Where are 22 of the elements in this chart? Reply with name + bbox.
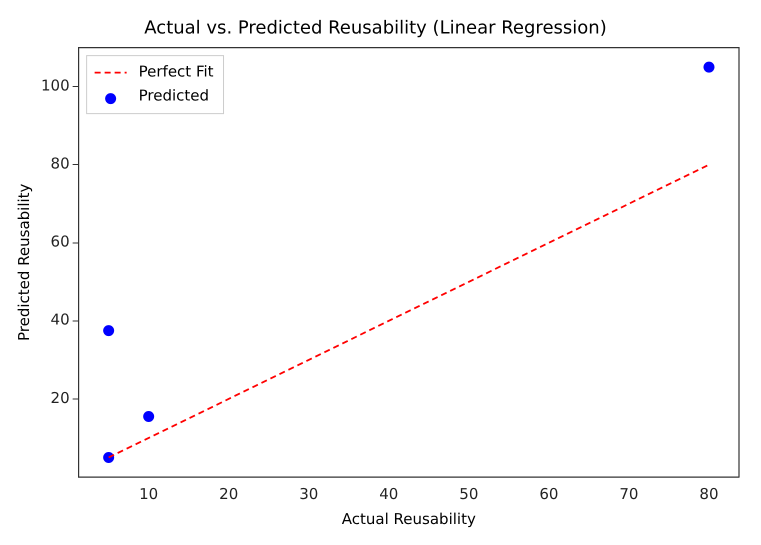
x-tick-label: 20 (219, 484, 238, 503)
x-tick-label: 30 (299, 484, 318, 503)
chart-title: Actual vs. Predicted Reusability (Linear Regression) (144, 17, 607, 38)
legend-label: Perfect Fit (138, 62, 214, 80)
x-tick-label: 40 (379, 484, 398, 503)
x-tick-label: 80 (699, 484, 719, 503)
point (703, 62, 714, 73)
x-tick-label: 60 (539, 484, 558, 503)
y-tick-label: 20 (50, 388, 70, 407)
x-axis-title: Actual Reusability (342, 510, 476, 528)
y-tick-label: 100 (40, 76, 70, 95)
y-tick-label: 60 (50, 232, 70, 251)
x-tick-label: 70 (619, 484, 638, 503)
point (103, 452, 114, 463)
legend-label: Predicted (138, 86, 210, 104)
y-tick-label: 80 (50, 154, 70, 173)
x-tick-label: 10 (139, 484, 158, 503)
point (143, 410, 154, 422)
y-tick-label: 40 (50, 310, 70, 329)
y-axis-title: Predicted Reusability (14, 183, 33, 342)
x-tick-label: 50 (459, 484, 478, 503)
point (103, 325, 114, 336)
